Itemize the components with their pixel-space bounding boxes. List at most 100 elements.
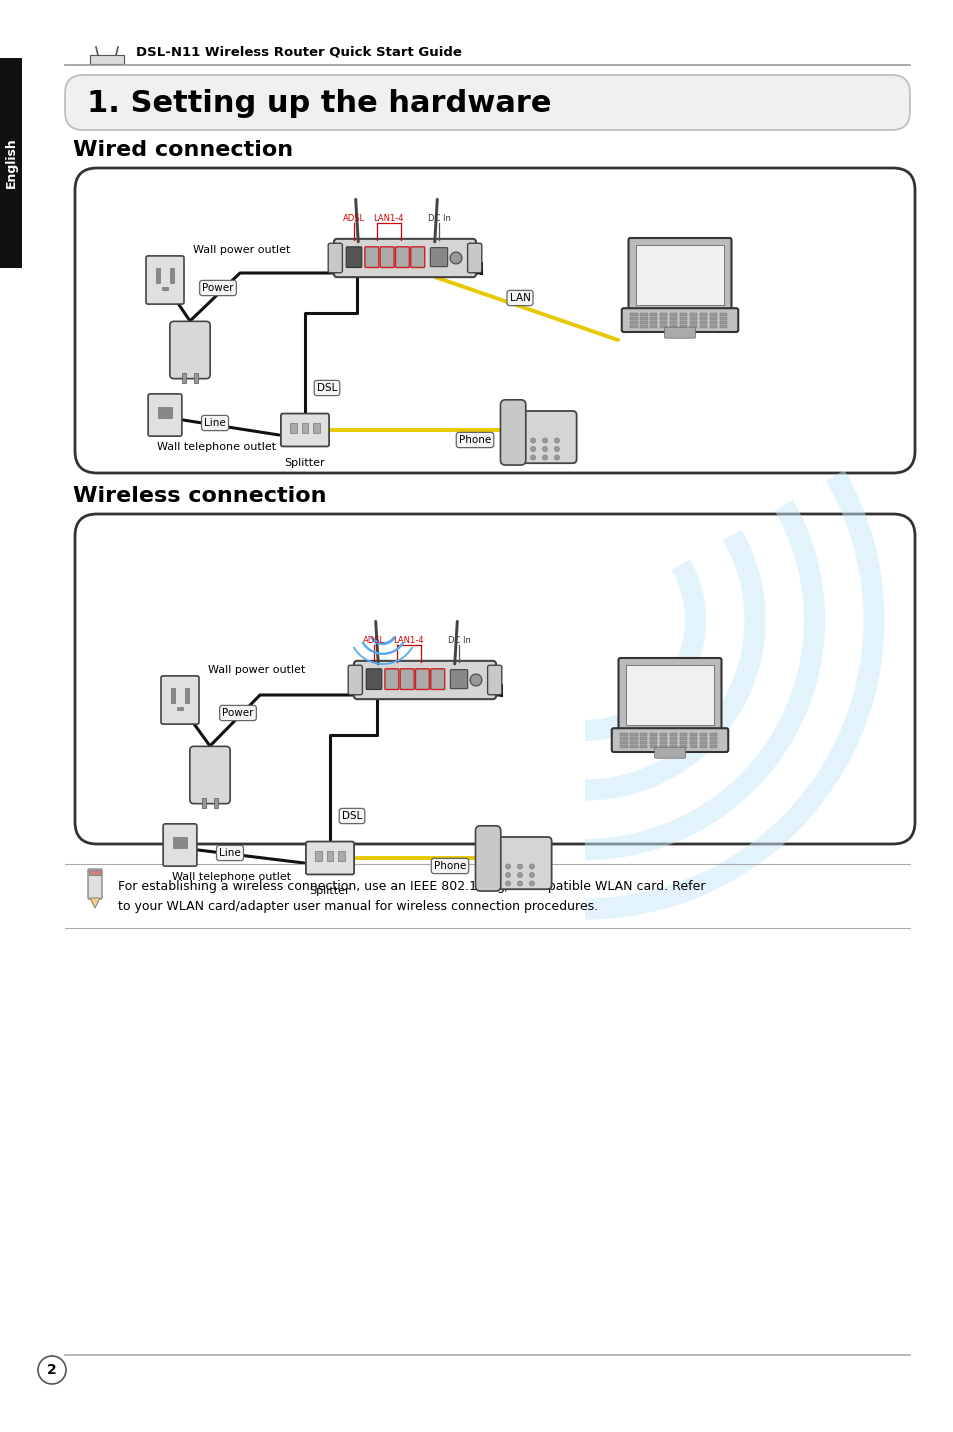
Bar bbox=[650, 733, 657, 736]
Text: Wall telephone outlet: Wall telephone outlet bbox=[172, 872, 291, 882]
Bar bbox=[650, 740, 657, 743]
Bar bbox=[170, 268, 173, 284]
Bar bbox=[314, 424, 320, 434]
Bar bbox=[719, 314, 726, 315]
Bar bbox=[699, 737, 706, 740]
Bar bbox=[636, 245, 723, 305]
Circle shape bbox=[529, 863, 534, 869]
Polygon shape bbox=[90, 898, 100, 908]
Bar bbox=[679, 321, 686, 324]
Bar bbox=[709, 737, 716, 740]
Bar bbox=[618, 730, 721, 733]
FancyBboxPatch shape bbox=[306, 842, 354, 875]
Bar bbox=[630, 737, 637, 740]
Bar bbox=[639, 314, 647, 315]
FancyBboxPatch shape bbox=[348, 666, 362, 695]
Bar bbox=[689, 325, 697, 328]
Bar bbox=[700, 325, 706, 328]
Bar bbox=[177, 707, 182, 710]
Bar bbox=[619, 740, 627, 743]
Text: Wall telephone outlet: Wall telephone outlet bbox=[157, 442, 275, 453]
FancyBboxPatch shape bbox=[346, 246, 361, 268]
Bar bbox=[709, 740, 716, 743]
Bar bbox=[619, 737, 627, 740]
Bar bbox=[709, 745, 716, 748]
Text: Line: Line bbox=[204, 418, 226, 428]
Text: 1. Setting up the hardware: 1. Setting up the hardware bbox=[87, 89, 551, 117]
FancyBboxPatch shape bbox=[395, 246, 409, 268]
Bar bbox=[650, 321, 657, 324]
Bar bbox=[700, 314, 706, 315]
Bar bbox=[719, 325, 726, 328]
Bar bbox=[709, 325, 716, 328]
FancyBboxPatch shape bbox=[475, 826, 500, 891]
Bar bbox=[202, 798, 206, 808]
Bar bbox=[301, 424, 308, 434]
FancyBboxPatch shape bbox=[618, 657, 720, 732]
Circle shape bbox=[554, 438, 558, 442]
Bar bbox=[659, 314, 667, 315]
Bar bbox=[639, 745, 647, 748]
Bar bbox=[699, 745, 706, 748]
Circle shape bbox=[530, 438, 535, 442]
Bar bbox=[699, 740, 706, 743]
Bar bbox=[619, 733, 627, 736]
Text: DSL-N11 Wireless Router Quick Start Guide: DSL-N11 Wireless Router Quick Start Guid… bbox=[136, 46, 461, 59]
Circle shape bbox=[529, 872, 534, 878]
Text: Splitter: Splitter bbox=[310, 886, 350, 896]
Bar bbox=[156, 268, 160, 284]
FancyBboxPatch shape bbox=[411, 246, 424, 268]
Bar bbox=[669, 314, 677, 315]
Bar bbox=[639, 325, 647, 328]
FancyBboxPatch shape bbox=[75, 168, 914, 473]
Bar bbox=[669, 733, 677, 736]
Bar bbox=[630, 316, 637, 319]
Bar bbox=[639, 733, 647, 736]
Bar bbox=[639, 316, 647, 319]
Text: Wireless connection: Wireless connection bbox=[73, 485, 326, 505]
Bar bbox=[326, 851, 333, 862]
FancyBboxPatch shape bbox=[170, 321, 210, 378]
Circle shape bbox=[517, 881, 522, 886]
Circle shape bbox=[530, 447, 535, 451]
Circle shape bbox=[530, 455, 535, 460]
Bar bbox=[659, 316, 667, 319]
FancyBboxPatch shape bbox=[488, 836, 551, 889]
FancyBboxPatch shape bbox=[416, 669, 429, 689]
Bar bbox=[689, 733, 697, 736]
Bar bbox=[659, 745, 666, 748]
FancyBboxPatch shape bbox=[161, 676, 199, 725]
Bar bbox=[689, 737, 697, 740]
FancyBboxPatch shape bbox=[88, 869, 102, 899]
FancyBboxPatch shape bbox=[334, 239, 476, 278]
Bar bbox=[689, 740, 697, 743]
Bar bbox=[669, 316, 677, 319]
Text: For establishing a wireless connection, use an IEEE 802.11b/g/n compatible WLAN : For establishing a wireless connection, … bbox=[118, 881, 705, 894]
Text: DSL: DSL bbox=[316, 382, 336, 392]
Bar bbox=[627, 311, 732, 314]
FancyBboxPatch shape bbox=[354, 660, 496, 699]
Bar bbox=[630, 314, 637, 315]
FancyBboxPatch shape bbox=[467, 243, 481, 272]
Bar bbox=[625, 666, 714, 725]
Bar bbox=[700, 316, 706, 319]
Bar bbox=[89, 871, 101, 875]
Bar bbox=[679, 737, 686, 740]
FancyBboxPatch shape bbox=[146, 256, 184, 304]
Bar bbox=[669, 740, 677, 743]
Bar bbox=[709, 316, 716, 319]
Circle shape bbox=[554, 455, 558, 460]
Text: Power: Power bbox=[202, 284, 233, 294]
Text: ADSL: ADSL bbox=[342, 215, 365, 223]
Bar bbox=[659, 325, 667, 328]
Bar bbox=[679, 745, 686, 748]
Bar bbox=[630, 325, 637, 328]
Bar bbox=[669, 745, 677, 748]
Bar bbox=[689, 316, 697, 319]
FancyBboxPatch shape bbox=[628, 238, 731, 312]
FancyBboxPatch shape bbox=[380, 246, 394, 268]
Bar bbox=[630, 745, 637, 748]
FancyBboxPatch shape bbox=[450, 670, 467, 689]
Bar bbox=[679, 325, 686, 328]
Bar bbox=[214, 798, 217, 808]
